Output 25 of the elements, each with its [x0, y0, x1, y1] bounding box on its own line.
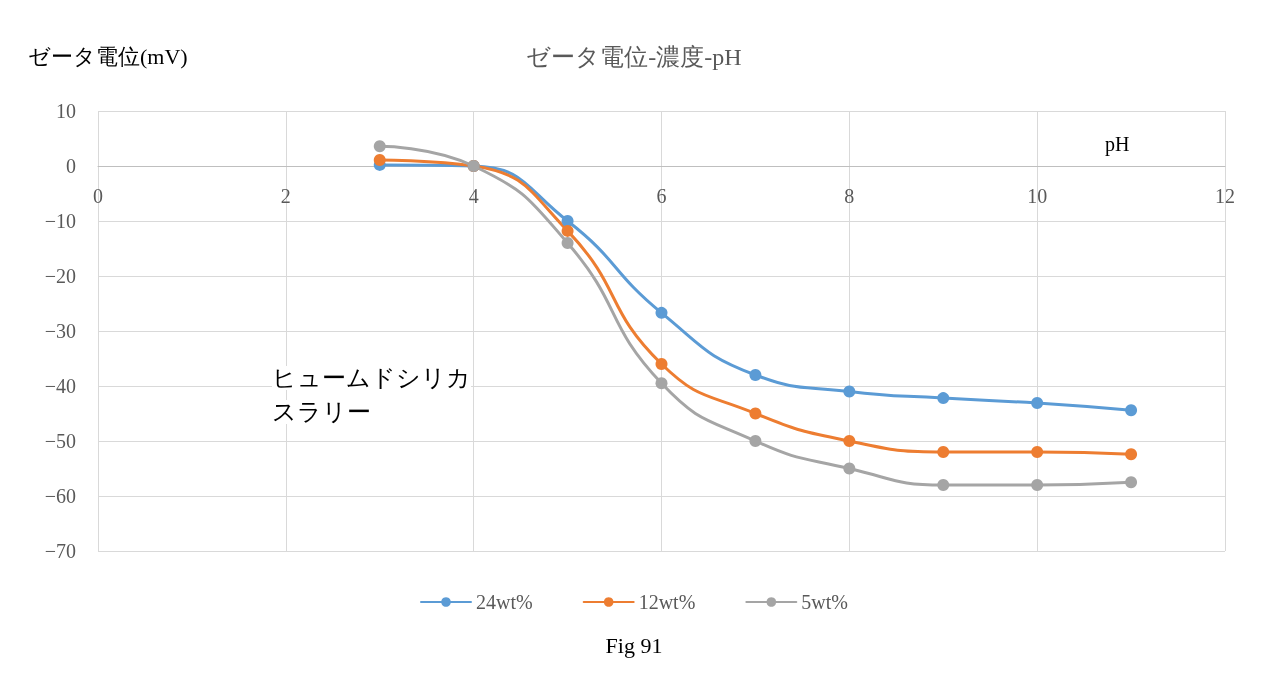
x-tick-label: 10	[1027, 185, 1048, 207]
y-axis-title: ゼータ電位(mV)	[28, 43, 188, 69]
annotation: ヒュームドシリカ	[272, 365, 471, 391]
y-tick-label: 10	[56, 100, 76, 122]
y-tick-label: −20	[44, 265, 76, 287]
y-tick-label: −70	[44, 540, 76, 562]
chart-title: ゼータ電位-濃度-pH	[526, 44, 742, 70]
legend-label: 12wt%	[638, 591, 696, 613]
legend-label: 5wt%	[801, 591, 848, 613]
x-tick-label: 12	[1215, 185, 1235, 207]
legend-label: 24wt%	[476, 591, 533, 613]
y-tick-label: −40	[44, 375, 76, 397]
x-axis-title: pH	[1105, 133, 1130, 156]
y-tick-label: −10	[44, 210, 76, 232]
annotation: スラリー	[272, 399, 371, 425]
x-tick-label: 2	[280, 185, 291, 207]
x-tick-label: 0	[93, 185, 103, 207]
y-tick-label: −50	[44, 430, 76, 452]
x-tick-label: 8	[844, 185, 855, 207]
y-tick-label: −60	[44, 485, 76, 507]
y-tick-label: −30	[44, 320, 76, 342]
caption: Fig 91	[605, 632, 663, 658]
x-tick-label: 6	[656, 185, 667, 207]
x-tick-label: 4	[468, 185, 479, 207]
y-tick-label: 0	[66, 155, 76, 177]
